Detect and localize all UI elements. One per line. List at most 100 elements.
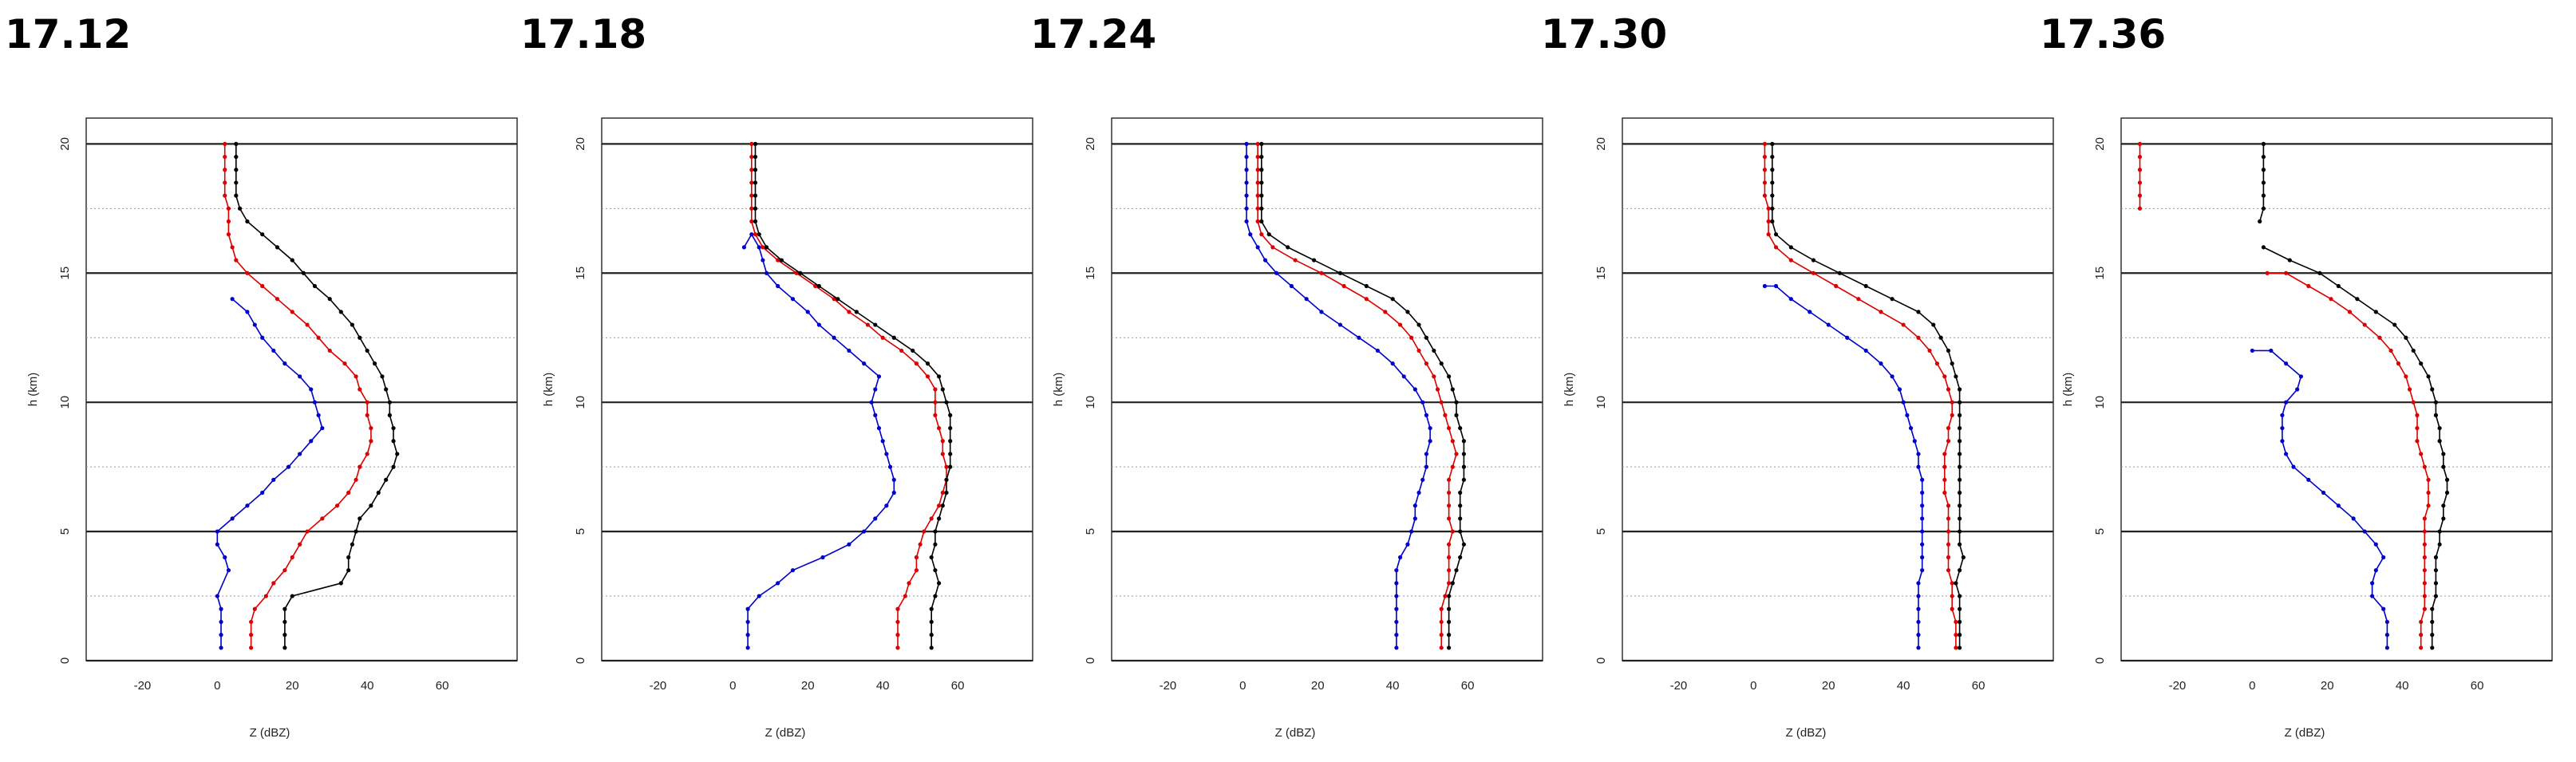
data-point: [2441, 464, 2446, 469]
x-tick-label: 20: [1822, 679, 1835, 693]
y-tick-label: 5: [58, 528, 72, 535]
data-point: [741, 245, 747, 250]
data-point: [899, 348, 904, 353]
data-point: [1447, 555, 1452, 560]
data-point: [1946, 529, 1951, 534]
data-point: [2306, 477, 2311, 482]
data-point: [2373, 310, 2378, 314]
data-point: [2415, 425, 2420, 431]
data-point: [1762, 154, 1768, 160]
data-point: [2370, 594, 2375, 598]
data-point: [1927, 348, 1932, 353]
data-point: [2426, 477, 2431, 482]
data-point: [880, 439, 885, 444]
data-point: [1443, 594, 1448, 598]
data-point: [1942, 452, 1947, 456]
data-point: [1845, 335, 1850, 340]
data-point: [1773, 283, 1779, 289]
data-point: [301, 270, 306, 275]
data-point: [365, 348, 369, 353]
data-point: [369, 425, 373, 431]
data-point: [1447, 542, 1452, 547]
data-point: [1447, 633, 1452, 638]
data-point: [1770, 206, 1775, 211]
data-point: [282, 646, 287, 650]
data-point: [391, 439, 396, 444]
data-point: [1920, 529, 1925, 534]
data-point: [794, 270, 799, 275]
data-point: [933, 413, 938, 417]
data-point: [223, 180, 227, 185]
data-point: [1834, 283, 1839, 289]
x-tick-label: -20: [2169, 679, 2187, 693]
data-point: [862, 361, 867, 366]
data-point: [1375, 348, 1380, 353]
data-point: [1397, 555, 1403, 560]
x-tick-label: -20: [1160, 679, 1177, 693]
data-point: [1905, 413, 1910, 417]
data-point: [847, 542, 851, 547]
data-point: [1259, 141, 1264, 146]
data-point: [1946, 425, 1951, 431]
data-point: [761, 245, 765, 250]
data-point: [1897, 387, 1902, 392]
data-point: [2137, 193, 2143, 198]
data-point: [346, 568, 351, 573]
data-point: [2317, 270, 2322, 275]
data-point: [1364, 297, 1369, 302]
data-point: [1394, 619, 1399, 625]
data-point: [790, 568, 796, 573]
data-point: [1447, 606, 1452, 611]
data-point: [226, 219, 231, 224]
data-point: [309, 439, 314, 444]
data-point: [2422, 555, 2427, 560]
data-point: [940, 490, 945, 495]
data-point: [1274, 270, 1279, 275]
plot-frame: [2120, 117, 2553, 661]
data-point: [372, 361, 377, 366]
data-point: [944, 477, 949, 482]
data-point: [1901, 400, 1906, 405]
data-point: [1454, 452, 1459, 456]
data-point: [2422, 464, 2427, 469]
data-point: [1958, 439, 1962, 444]
data-point: [245, 503, 250, 508]
data-point: [1412, 503, 1417, 508]
data-point: [779, 258, 784, 263]
data-point: [2422, 568, 2427, 573]
y-tick-label: 15: [2093, 267, 2107, 280]
data-point: [1447, 619, 1452, 625]
data-point: [929, 619, 934, 625]
data-point: [798, 270, 803, 275]
data-point: [1950, 413, 1954, 417]
data-point: [873, 516, 878, 521]
data-point: [745, 619, 750, 625]
data-point: [1461, 477, 1466, 482]
x-tick-label: 20: [2321, 679, 2334, 693]
x-tick-label: 40: [361, 679, 374, 693]
data-point: [749, 168, 754, 172]
x-tick-label: -20: [134, 679, 152, 693]
data-point: [290, 594, 294, 598]
plot-frame: [85, 117, 518, 661]
data-point: [1958, 477, 1962, 482]
data-point: [2384, 646, 2389, 650]
data-point: [1439, 633, 1444, 638]
data-point: [215, 529, 219, 534]
data-point: [907, 581, 911, 586]
data-point: [753, 141, 758, 146]
data-point: [1409, 335, 1414, 340]
data-point: [230, 516, 235, 521]
data-point: [1916, 646, 1921, 650]
chart-panel: 17.18 0 5 10 15 20 -20 0 20 40 60 Z (dBZ) h (km): [516, 0, 1033, 762]
data-point: [1412, 387, 1417, 392]
data-point: [2388, 348, 2393, 353]
data-point: [1450, 439, 1455, 444]
data-point: [1458, 555, 1463, 560]
series-line: [754, 144, 951, 648]
data-point: [1270, 245, 1275, 250]
plot-frame: [1622, 117, 2054, 661]
data-point: [275, 245, 280, 250]
data-point: [2419, 646, 2424, 650]
data-point: [1808, 310, 1812, 314]
